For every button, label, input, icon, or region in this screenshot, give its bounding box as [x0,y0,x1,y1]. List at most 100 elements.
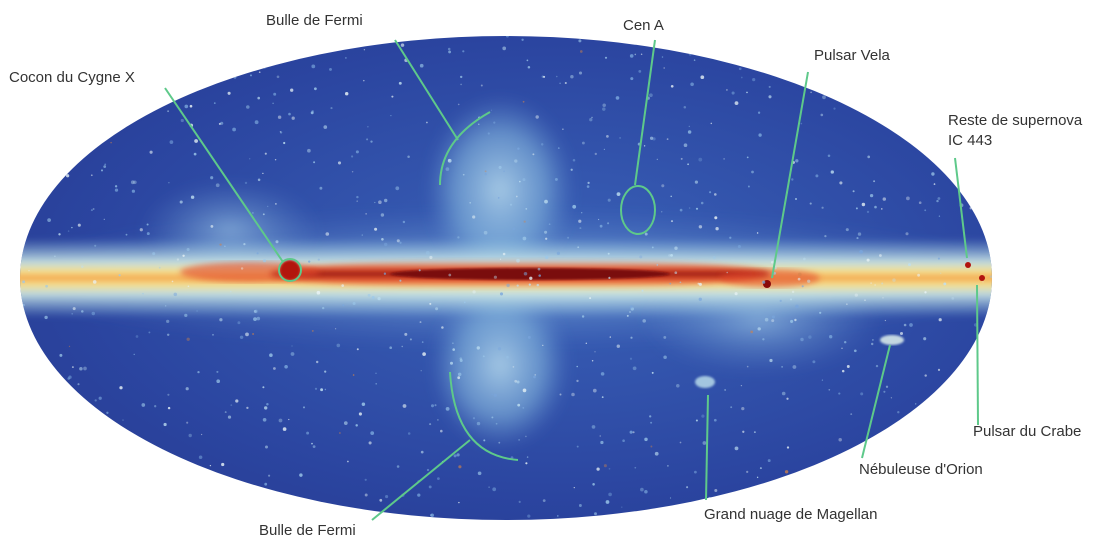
point-source [833,107,836,110]
point-source [516,380,520,384]
point-source [754,431,756,433]
point-source [762,338,765,341]
point-source [790,298,792,301]
point-source [576,445,579,448]
point-source [731,91,735,95]
point-source [429,302,432,305]
point-source [874,113,876,116]
point-source [663,67,666,69]
leader-pulsar-crabe [976,284,979,426]
point-source [960,181,964,186]
point-source [290,352,295,356]
point-source [291,116,295,120]
point-source [615,96,620,100]
point-source [252,212,254,214]
point-source [422,352,426,356]
point-source [758,133,762,137]
point-source [167,406,171,410]
leader-cen-a [634,39,656,186]
point-source [936,199,939,203]
point-source [77,223,81,227]
point-source [882,297,884,299]
point-source [352,374,355,376]
point-source [771,315,775,319]
point-source [275,203,277,205]
point-source [173,292,178,297]
point-source [200,433,203,436]
point-source [571,392,575,397]
point-source [337,161,342,165]
point-source [448,50,452,54]
point-source [873,180,876,183]
point-source [828,388,831,391]
point-source [924,426,927,429]
point-source [800,337,804,342]
point-source [656,158,658,161]
point-source [244,181,248,185]
point-source [587,181,590,185]
point-source [315,360,319,364]
point-source [273,92,277,96]
point-source [827,154,831,157]
point-source [795,304,799,309]
point-source [939,451,941,453]
point-source [797,277,801,281]
point-source [666,138,669,140]
point-source [90,174,93,177]
point-source [429,423,432,426]
point-source [288,112,291,116]
point-source [759,467,762,470]
point-source [621,506,623,508]
point-source [713,193,717,196]
point-source [420,450,424,454]
point-source [262,417,267,422]
point-source [800,122,803,125]
point-source [937,368,941,371]
point-source [83,366,87,371]
point-source [725,88,728,91]
point-source [616,192,621,196]
point-source [478,123,480,125]
point-source [867,155,871,159]
point-source [283,506,285,508]
point-source [708,496,711,500]
point-source [137,442,140,444]
point-source [141,403,146,407]
leader-pulsar-vela [771,71,809,279]
point-source [306,431,310,435]
point-source [89,147,92,150]
point-source [166,333,170,337]
point-source [556,515,559,517]
point-source [544,230,548,234]
point-source [891,443,894,446]
point-source [128,455,132,458]
point-source [638,70,642,73]
point-source [31,408,35,412]
point-source [62,460,66,464]
point-source [409,338,412,341]
point-source [212,333,214,336]
point-source [196,310,198,312]
point-source [44,315,48,320]
point-source [216,370,219,373]
point-source [266,402,269,406]
point-source [254,309,258,314]
point-source [591,116,593,119]
point-source [900,92,902,95]
leader-bulle-fermi-bottom [371,439,471,521]
point-source [522,178,526,182]
point-source [308,260,311,263]
point-source [194,139,198,143]
point-source [559,82,561,85]
point-source [487,132,490,135]
point-source [418,269,421,272]
point-source [897,411,900,414]
point-source [528,283,531,286]
point-source [581,315,585,318]
point-source [517,147,520,150]
point-source [525,208,528,210]
point-source [903,323,907,327]
point-source [874,205,877,209]
fermi-bubble-south-arc [449,371,519,461]
point-source [908,88,912,92]
